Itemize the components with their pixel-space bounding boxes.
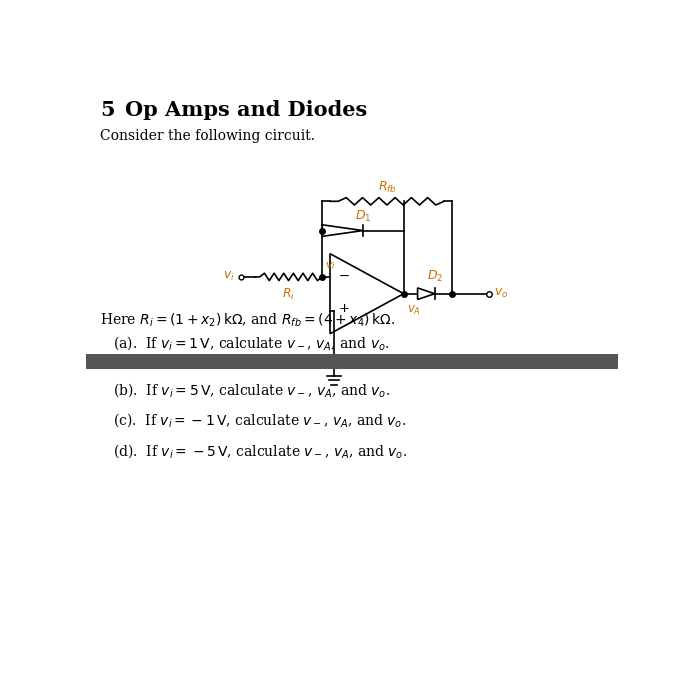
- Text: Op Amps and Diodes: Op Amps and Diodes: [124, 100, 367, 120]
- Text: (d).  If $v_i = -5\,\mathrm{V}$, calculate $v_-$, $v_A$, and $v_o$.: (d). If $v_i = -5\,\mathrm{V}$, calculat…: [113, 443, 407, 460]
- Text: $v_i$: $v_i$: [223, 270, 235, 283]
- Polygon shape: [322, 225, 363, 236]
- Text: 3: 3: [347, 354, 357, 368]
- Text: $+$: $+$: [338, 303, 350, 316]
- Text: $R_i$: $R_i$: [282, 287, 295, 302]
- Polygon shape: [418, 288, 435, 299]
- Text: $v_i$: $v_i$: [326, 260, 336, 272]
- Text: (b).  If $v_i = 5\,\mathrm{V}$, calculate $v_-$, $v_A$, and $v_o$.: (b). If $v_i = 5\,\mathrm{V}$, calculate…: [113, 380, 390, 398]
- Text: (a).  If $v_i = 1\,\mathrm{V}$, calculate $v_-$, $v_A$, and $v_o$.: (a). If $v_i = 1\,\mathrm{V}$, calculate…: [113, 335, 390, 352]
- Text: $D_1$: $D_1$: [354, 209, 371, 225]
- Text: $-$: $-$: [338, 269, 350, 282]
- Text: $v_A$: $v_A$: [407, 304, 420, 317]
- Text: 5: 5: [100, 100, 115, 120]
- Bar: [86, 354, 618, 370]
- Text: Consider the following circuit.: Consider the following circuit.: [100, 129, 315, 143]
- Text: $R_{fb}$: $R_{fb}$: [378, 180, 396, 195]
- Text: (c).  If $v_i = -1\,\mathrm{V}$, calculate $v_-$, $v_A$, and $v_o$.: (c). If $v_i = -1\,\mathrm{V}$, calculat…: [113, 412, 406, 430]
- Text: Here $R_i = (1 + x_2)\,\mathrm{k\Omega}$, and $R_{fb} = (4 + x_4)\,\mathrm{k\Ome: Here $R_i = (1 + x_2)\,\mathrm{k\Omega}$…: [100, 311, 395, 329]
- Text: $D_2$: $D_2$: [427, 269, 442, 285]
- Text: $v_o$: $v_o$: [495, 287, 508, 301]
